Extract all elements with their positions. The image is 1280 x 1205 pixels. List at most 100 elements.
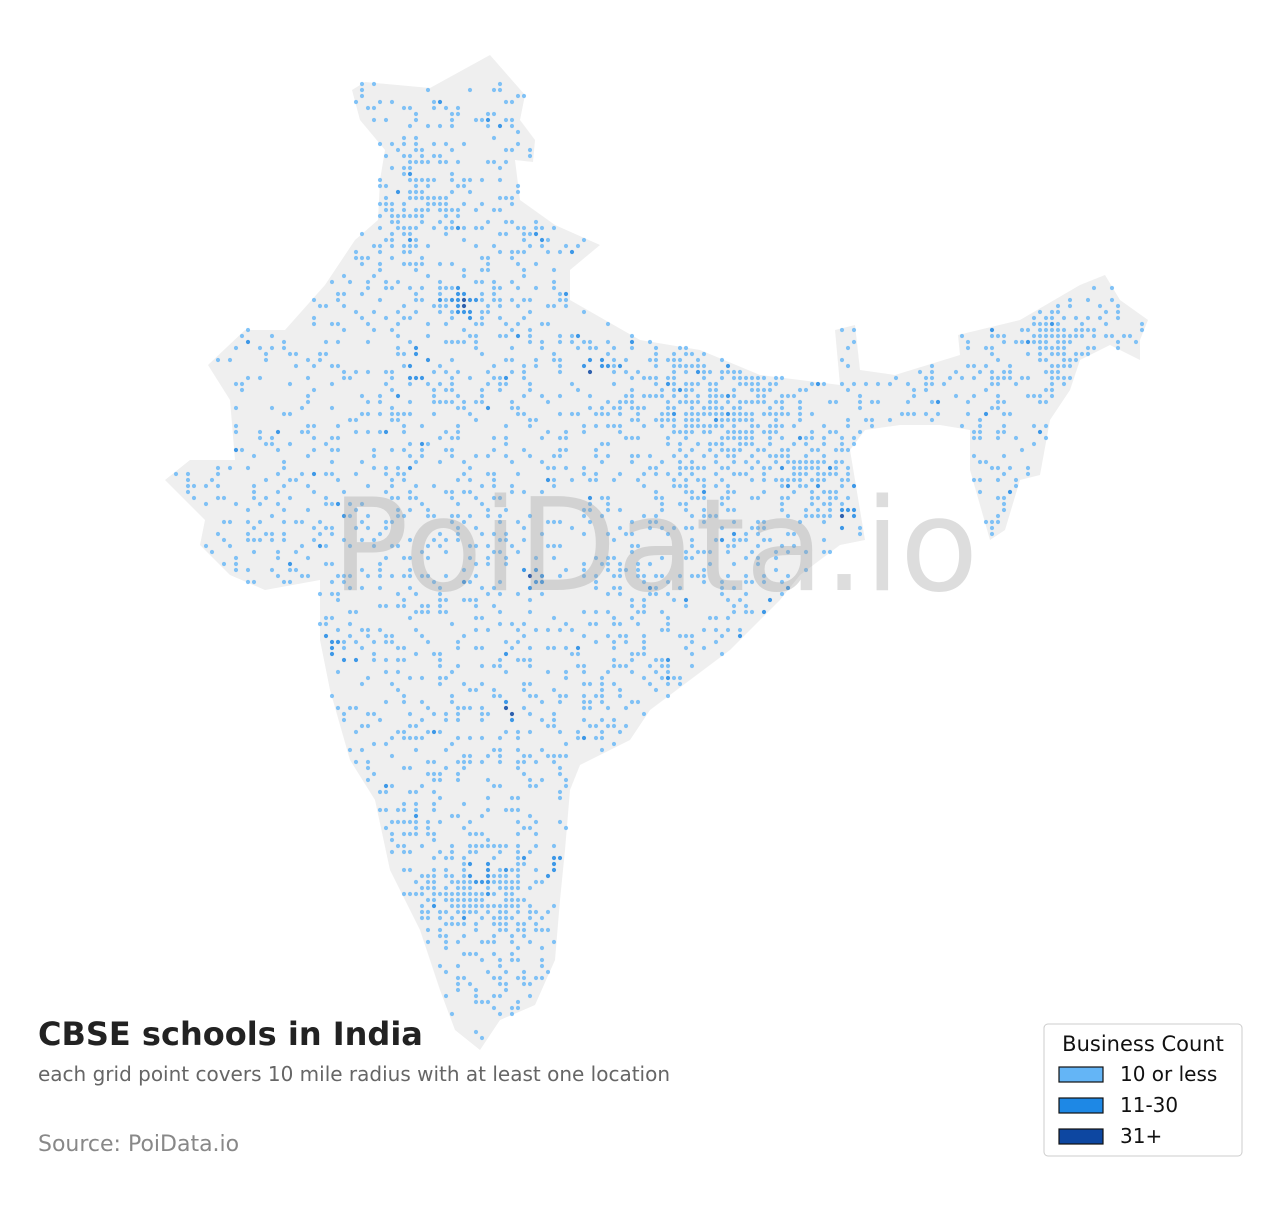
grid-point [515,549,521,555]
grid-point [401,135,407,141]
grid-point [389,417,395,423]
grid-point [809,513,815,519]
grid-point [479,615,485,621]
grid-point [833,459,839,465]
grid-point [407,831,413,837]
grid-point [359,255,365,261]
grid-point [245,507,251,513]
grid-point [497,843,503,849]
grid-point [605,495,611,501]
grid-point [515,471,521,477]
grid-point [491,297,497,303]
grid-point [779,447,785,453]
grid-point [473,417,479,423]
grid-point [497,285,503,291]
grid-point [443,225,449,231]
grid-point [395,645,401,651]
grid-point [347,705,353,711]
grid-point [437,219,443,225]
grid-point [803,471,809,477]
grid-point [845,363,851,369]
grid-point [497,759,503,765]
grid-point [1019,327,1025,333]
grid-point [689,381,695,387]
grid-point [353,99,359,105]
grid-point [755,459,761,465]
grid-point [683,597,689,603]
grid-point [737,447,743,453]
grid-point [779,375,785,381]
grid-point [665,663,671,669]
grid-point [431,831,437,837]
grid-point [389,495,395,501]
grid-point [809,447,815,453]
grid-point [1127,333,1133,339]
grid-point [815,507,821,513]
grid-point [1133,339,1139,345]
grid-point [413,813,419,819]
grid-point [659,393,665,399]
grid-point [407,411,413,417]
grid-point [479,957,485,963]
grid-point [653,657,659,663]
grid-point [983,363,989,369]
grid-point [641,651,647,657]
grid-point [455,717,461,723]
grid-point [1055,303,1061,309]
grid-point [365,279,371,285]
grid-point [1001,471,1007,477]
grid-point [1037,351,1043,357]
grid-point [209,549,215,555]
grid-point [323,339,329,345]
grid-point [719,447,725,453]
grid-point [491,921,497,927]
grid-point [545,249,551,255]
grid-point [437,459,443,465]
grid-point [683,363,689,369]
grid-point [461,471,467,477]
grid-point [989,351,995,357]
grid-point [407,489,413,495]
grid-point [455,207,461,213]
grid-point [809,381,815,387]
grid-point [521,681,527,687]
grid-point [515,831,521,837]
grid-point [449,447,455,453]
grid-point [473,243,479,249]
grid-point [389,753,395,759]
grid-point [533,567,539,573]
grid-point [707,387,713,393]
grid-point [539,591,545,597]
grid-point [665,675,671,681]
grid-point [245,327,251,333]
grid-point [413,825,419,831]
grid-point [503,561,509,567]
grid-point [503,531,509,537]
grid-point [575,729,581,735]
grid-point [353,255,359,261]
grid-point [791,471,797,477]
grid-point [275,501,281,507]
grid-point [365,483,371,489]
grid-point [407,159,413,165]
grid-point [683,507,689,513]
grid-point [743,375,749,381]
grid-point [437,771,443,777]
grid-point [821,453,827,459]
grid-point [443,447,449,453]
grid-point [431,411,437,417]
grid-point [443,747,449,753]
grid-point [317,357,323,363]
grid-point [611,723,617,729]
grid-point [629,657,635,663]
grid-point [437,153,443,159]
grid-point [731,405,737,411]
grid-point [479,879,485,885]
grid-point [587,723,593,729]
grid-point [833,489,839,495]
grid-point [995,375,1001,381]
grid-point [551,759,557,765]
grid-point [389,201,395,207]
grid-point [791,441,797,447]
grid-point [761,573,767,579]
